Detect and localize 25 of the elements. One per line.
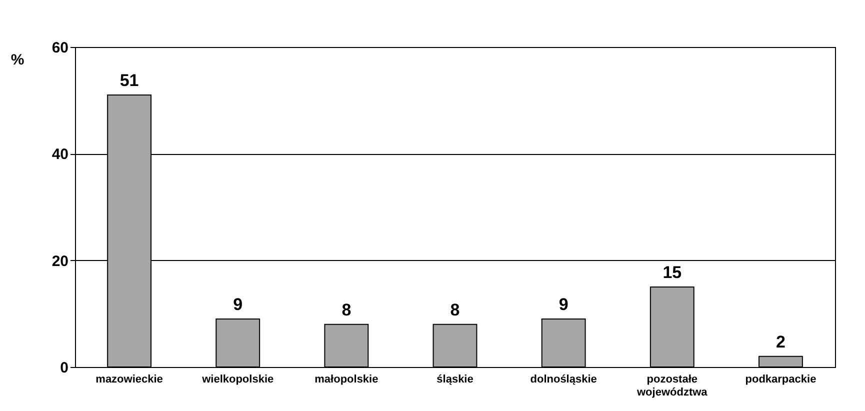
data-label: 15 [662,263,682,282]
x-tick-label: pozostałe województwa [636,374,708,398]
bar [758,356,803,368]
bar [432,324,478,368]
data-label: 8 [450,300,460,320]
y-axis-title: % [10,52,24,68]
data-label: 51 [120,71,139,90]
data-label: 8 [342,300,352,320]
bar [216,318,260,368]
y-tick-label: 40 [52,146,68,164]
bar [650,286,694,368]
x-tick-label: wielkopolskie [201,374,274,386]
x-tick-label: podkarpackie [745,374,816,386]
y-tick-label: 20 [52,252,68,270]
bar [541,318,586,368]
data-label: 9 [558,295,568,314]
bar [324,324,369,368]
data-label: 9 [233,295,243,314]
x-tick-label: mazowieckie [96,374,163,386]
y-tick-label: 60 [52,40,68,56]
y-tick-label: 0 [60,360,68,376]
data-label: 2 [776,332,786,352]
x-tick-label: dolnośląskie [530,374,597,386]
x-tick-label: małopolskie [314,374,378,386]
x-tick-label: śląskie [436,374,474,386]
